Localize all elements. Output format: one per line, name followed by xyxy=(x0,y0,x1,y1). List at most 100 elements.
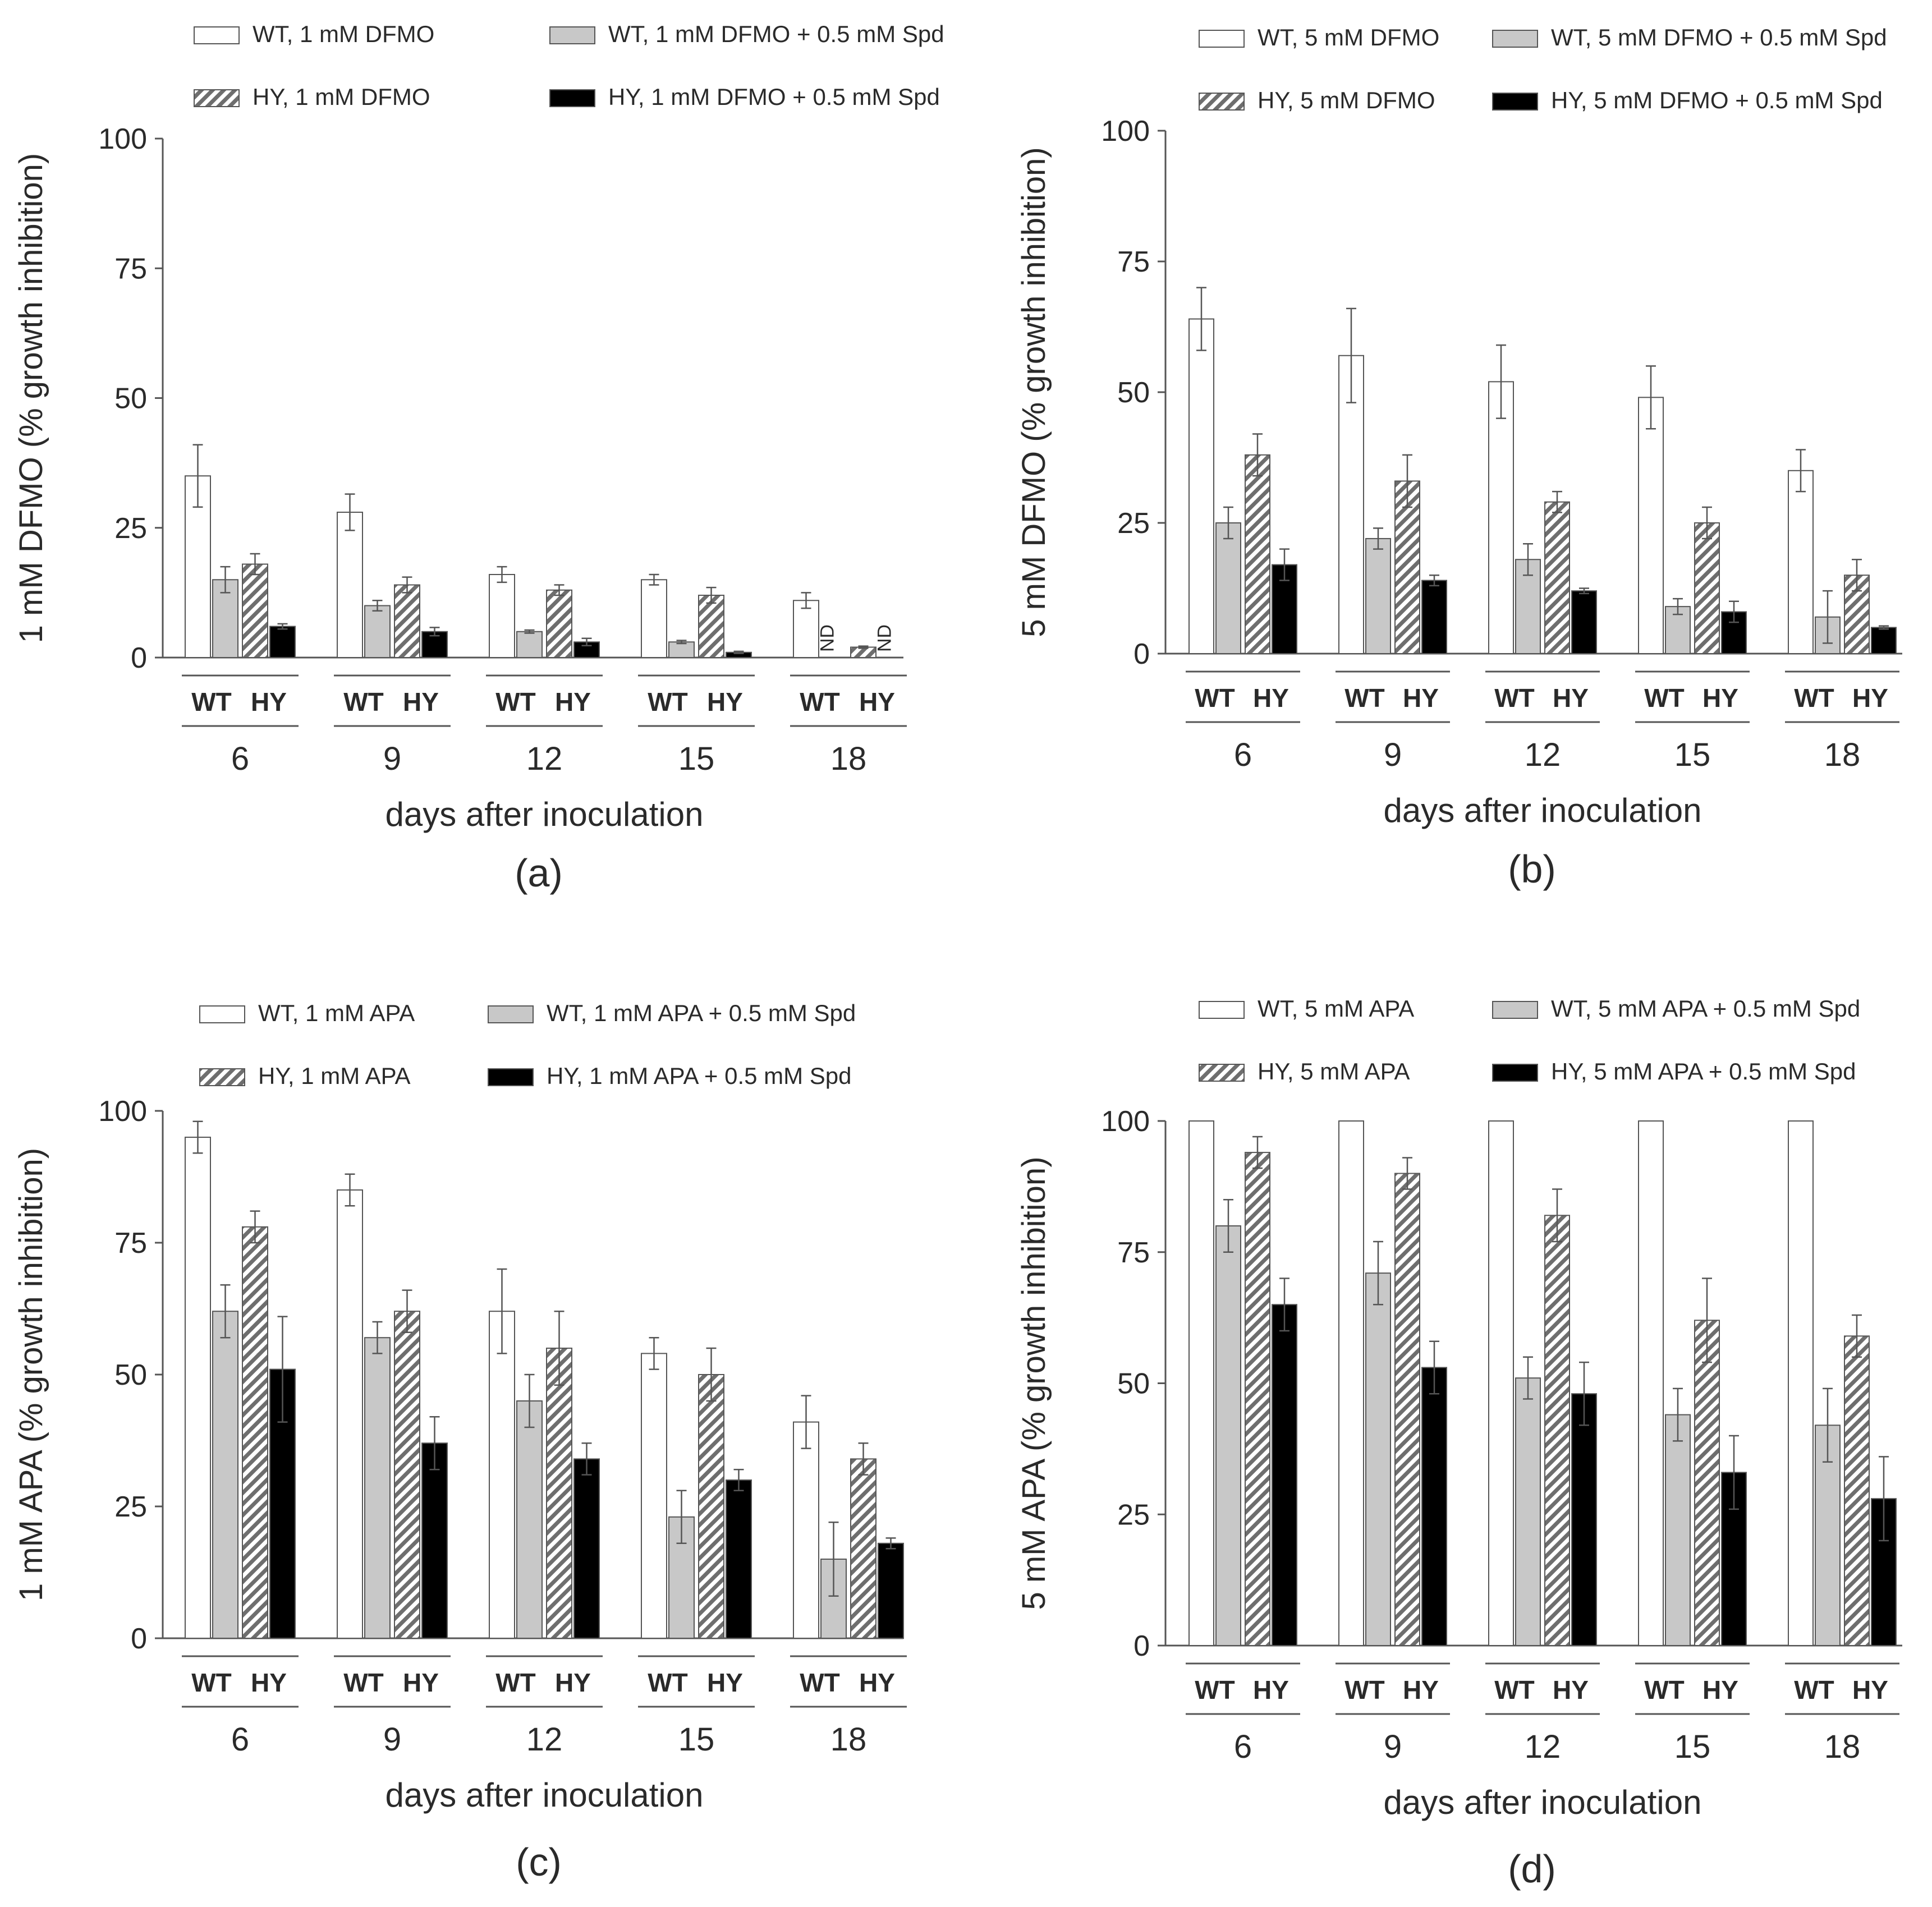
x-axis-label: days after inoculation xyxy=(385,796,703,833)
group-label-wt: WT xyxy=(800,1668,840,1697)
legend-entry: WT, 1 mM DFMO xyxy=(253,21,434,47)
y-tick-label: 50 xyxy=(114,383,147,415)
x-category-label: 9 xyxy=(1384,1729,1402,1765)
y-tick-label: 100 xyxy=(1101,1105,1150,1138)
y-axis-label: 1 mM DFMO (% growth inhibition) xyxy=(13,153,49,643)
chart-panel-d: 0 25 50 75 100 5 mM APA (% growth inhibition)… xyxy=(1016,995,1902,1891)
group-label-hy: HY xyxy=(1253,683,1289,713)
bar xyxy=(726,1479,752,1639)
y-tick-label: 75 xyxy=(1117,246,1150,278)
bar xyxy=(1638,397,1664,654)
bar xyxy=(1571,1393,1597,1646)
bar xyxy=(1544,1215,1570,1647)
bar xyxy=(1515,1377,1541,1646)
x-axis-label: days after inoculation xyxy=(1383,1784,1701,1821)
group-label-wt: WT xyxy=(1344,1675,1385,1704)
group-label-hy: HY xyxy=(707,687,743,716)
group-label-wt: WT xyxy=(191,687,232,716)
bar xyxy=(641,1353,667,1639)
bar xyxy=(1245,454,1270,655)
bar xyxy=(1394,1173,1420,1646)
group-label-hy: HY xyxy=(1702,1675,1738,1704)
annotation-nd: ND xyxy=(817,624,838,652)
group-label-hy: HY xyxy=(555,1668,591,1697)
group-label-wt: WT xyxy=(1344,683,1385,713)
bar xyxy=(1544,501,1570,654)
bar xyxy=(1638,1120,1664,1646)
bar xyxy=(1338,1120,1364,1646)
legend-swatch xyxy=(549,26,595,44)
y-tick-label: 25 xyxy=(114,1491,147,1523)
bar xyxy=(1488,381,1514,654)
x-category-label: 18 xyxy=(830,741,867,777)
legend-swatch xyxy=(199,1005,245,1023)
legend-entry: HY, 5 mM DFMO xyxy=(1258,87,1435,113)
group-label-wt: WT xyxy=(800,687,840,716)
legend-swatch xyxy=(1492,1064,1538,1082)
group-label-hy: HY xyxy=(1253,1675,1289,1704)
bar xyxy=(1338,355,1364,654)
bar xyxy=(1245,1152,1270,1647)
y-tick-label: 75 xyxy=(1117,1237,1150,1269)
legend-entry: HY, 1 mM DFMO + 0.5 mM Spd xyxy=(608,84,940,110)
y-tick-label: 25 xyxy=(114,512,147,545)
bar xyxy=(698,1374,724,1639)
legend-entry: WT, 5 mM APA xyxy=(1258,995,1414,1022)
y-tick-label: 0 xyxy=(131,1623,147,1655)
bar xyxy=(364,1337,391,1639)
y-tick-label: 0 xyxy=(1133,1630,1150,1662)
x-category-label: 6 xyxy=(231,741,249,777)
group-label-wt: WT xyxy=(1794,1675,1834,1704)
group-label-hy: HY xyxy=(251,687,287,716)
bar xyxy=(668,641,695,658)
legend: WT, 5 mM DFMO WT, 5 mM DFMO + 0.5 mM Spd H… xyxy=(1199,24,1887,113)
legend-swatch xyxy=(1199,93,1245,111)
group-label-hy: HY xyxy=(403,687,439,716)
bar xyxy=(1871,627,1897,655)
group-label-hy: HY xyxy=(1553,1675,1589,1704)
y-tick-label: 50 xyxy=(1117,376,1150,409)
bar xyxy=(421,1442,448,1639)
group-label-hy: HY xyxy=(859,687,895,716)
x-category-label: 12 xyxy=(1525,737,1561,773)
bar xyxy=(793,600,819,658)
x-category-label: 12 xyxy=(526,1721,563,1758)
group-label-hy: HY xyxy=(403,1668,439,1697)
y-axis-label: 5 mM APA (% growth inhibition) xyxy=(1016,1156,1052,1610)
legend: WT, 5 mM APA WT, 5 mM APA + 0.5 mM Spd HY,… xyxy=(1199,995,1860,1085)
group-label-wt: WT xyxy=(495,1668,536,1697)
x-category-label: 6 xyxy=(1234,737,1252,773)
panel-label: (c) xyxy=(516,1840,562,1884)
bar xyxy=(1844,1335,1870,1647)
x-axis-label: days after inoculation xyxy=(385,1776,703,1814)
group-label-hy: HY xyxy=(251,1668,287,1697)
bar xyxy=(850,1458,876,1639)
y-tick-label: 25 xyxy=(1117,507,1150,540)
legend: WT, 1 mM DFMO WT, 1 mM DFMO + 0.5 mM Spd H… xyxy=(194,21,944,110)
bar xyxy=(1188,318,1214,654)
y-tick-label: 100 xyxy=(1101,115,1150,148)
y-tick-label: 0 xyxy=(131,642,147,674)
bar xyxy=(641,579,667,658)
legend-swatch xyxy=(1492,30,1538,48)
x-category-label: 6 xyxy=(231,1721,249,1758)
bar xyxy=(573,1458,600,1639)
bar xyxy=(1788,470,1814,654)
y-tick-label: 0 xyxy=(1133,638,1150,670)
group-label-hy: HY xyxy=(1403,1675,1439,1704)
legend-swatch xyxy=(1199,1064,1245,1082)
group-label-hy: HY xyxy=(1403,683,1439,713)
x-category-label: 12 xyxy=(1525,1729,1561,1765)
legend-entry: WT, 5 mM DFMO + 0.5 mM Spd xyxy=(1551,24,1887,50)
chart-panel-c: 0 25 50 75 100 1 mM APA (% growth inhibition)… xyxy=(13,1000,907,1884)
bar xyxy=(364,605,391,658)
group-label-wt: WT xyxy=(495,687,536,716)
legend-entry: WT, 1 mM APA + 0.5 mM Spd xyxy=(547,1000,856,1026)
group-label-wt: WT xyxy=(1494,1675,1535,1704)
bar xyxy=(394,1311,420,1639)
x-category-label: 9 xyxy=(1384,737,1402,773)
bar xyxy=(394,584,420,658)
bar xyxy=(878,1542,904,1639)
x-category-label: 15 xyxy=(1674,1729,1711,1765)
